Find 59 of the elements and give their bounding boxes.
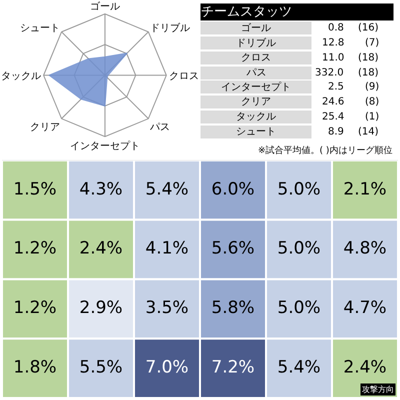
data-label: 3.5% bbox=[145, 298, 189, 318]
text: ※試合平均値。( )内はリーグ順位 bbox=[258, 145, 392, 156]
text: 2.5 bbox=[328, 82, 344, 92]
text: 11.0 bbox=[322, 52, 344, 64]
text: (18) bbox=[358, 52, 379, 64]
text: (8) bbox=[365, 96, 380, 108]
spoke-label: クリア bbox=[30, 122, 60, 133]
spoke-label: ドリブル bbox=[150, 22, 190, 34]
data-label: 5.8% bbox=[211, 298, 255, 318]
data-label: 4.1% bbox=[145, 238, 189, 259]
annotation: 攻撃方向 bbox=[362, 385, 394, 394]
data-label: 5.0% bbox=[277, 298, 321, 318]
text: (9) bbox=[365, 82, 380, 92]
data-label: 5.4% bbox=[145, 179, 189, 200]
spoke-label: パス bbox=[149, 122, 170, 133]
data-label: 1.2% bbox=[13, 238, 57, 259]
text: 25.4 bbox=[322, 112, 344, 122]
category-label: ゴール bbox=[241, 22, 271, 34]
text: (1) bbox=[365, 112, 380, 122]
category-label: クリア bbox=[241, 96, 271, 108]
data-label: 5.6% bbox=[211, 238, 255, 259]
data-label: 2.1% bbox=[343, 179, 387, 200]
category-label: クロス bbox=[241, 52, 271, 64]
text: (16) bbox=[358, 22, 379, 34]
text: 12.8 bbox=[322, 38, 344, 48]
data-label: 4.7% bbox=[343, 298, 387, 318]
data-label: 1.8% bbox=[13, 358, 57, 378]
text: チームスタッツ bbox=[201, 4, 292, 20]
data-label: 5.0% bbox=[277, 238, 321, 259]
data-label: 6.0% bbox=[211, 179, 255, 200]
data-label: 5.5% bbox=[79, 358, 123, 378]
spoke-label: タックル bbox=[1, 70, 42, 82]
data-label: 2.4% bbox=[343, 358, 387, 378]
data-label: 2.9% bbox=[79, 298, 123, 318]
data-label: 7.0% bbox=[145, 358, 189, 378]
data-label: 2.4% bbox=[79, 238, 123, 259]
data-label: 5.0% bbox=[277, 179, 321, 200]
category-label: シュート bbox=[236, 126, 276, 138]
text: (14) bbox=[358, 126, 379, 138]
text: 8.9 bbox=[328, 126, 344, 138]
data-label: 4.3% bbox=[79, 179, 123, 200]
data-label: 5.4% bbox=[277, 358, 321, 378]
data-label: 1.5% bbox=[13, 179, 57, 200]
text: 24.6 bbox=[322, 96, 344, 108]
category-label: ドリブル bbox=[236, 37, 276, 49]
text: (18) bbox=[358, 68, 379, 78]
data-label: 1.2% bbox=[13, 298, 57, 318]
spoke-label: シュート bbox=[20, 23, 60, 34]
category-label: タックル bbox=[236, 112, 276, 122]
text: (7) bbox=[365, 38, 380, 48]
category-label: インターセプト bbox=[221, 81, 291, 93]
text: 0.8 bbox=[328, 22, 344, 34]
category-label: パス bbox=[246, 68, 266, 78]
data-label: 4.8% bbox=[343, 238, 387, 259]
text: 332.0 bbox=[315, 68, 344, 78]
data-label: 7.2% bbox=[211, 358, 255, 378]
spoke-label: インターセプト bbox=[70, 140, 140, 152]
spoke-label: クロス bbox=[168, 70, 199, 82]
spoke-label: ゴール bbox=[90, 0, 120, 12]
